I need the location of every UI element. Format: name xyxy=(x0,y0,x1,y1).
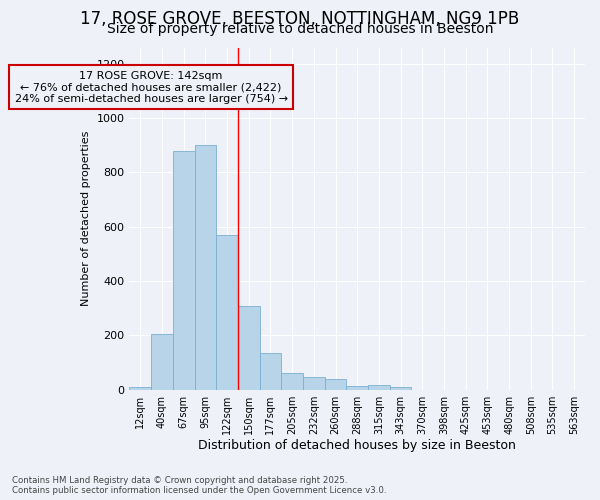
Bar xyxy=(390,387,412,390)
Bar xyxy=(238,306,260,390)
Bar xyxy=(325,379,346,390)
Bar xyxy=(173,150,194,390)
Bar xyxy=(216,235,238,390)
Text: Size of property relative to detached houses in Beeston: Size of property relative to detached ho… xyxy=(107,22,493,36)
Bar xyxy=(346,386,368,390)
Y-axis label: Number of detached properties: Number of detached properties xyxy=(81,131,91,306)
Bar xyxy=(194,146,216,390)
X-axis label: Distribution of detached houses by size in Beeston: Distribution of detached houses by size … xyxy=(198,440,516,452)
Text: 17 ROSE GROVE: 142sqm
← 76% of detached houses are smaller (2,422)
24% of semi-d: 17 ROSE GROVE: 142sqm ← 76% of detached … xyxy=(14,70,287,104)
Bar xyxy=(368,385,390,390)
Bar xyxy=(151,334,173,390)
Bar xyxy=(130,387,151,390)
Bar xyxy=(281,373,303,390)
Bar xyxy=(260,353,281,390)
Text: 17, ROSE GROVE, BEESTON, NOTTINGHAM, NG9 1PB: 17, ROSE GROVE, BEESTON, NOTTINGHAM, NG9… xyxy=(80,10,520,28)
Text: Contains HM Land Registry data © Crown copyright and database right 2025.
Contai: Contains HM Land Registry data © Crown c… xyxy=(12,476,386,495)
Bar xyxy=(303,376,325,390)
